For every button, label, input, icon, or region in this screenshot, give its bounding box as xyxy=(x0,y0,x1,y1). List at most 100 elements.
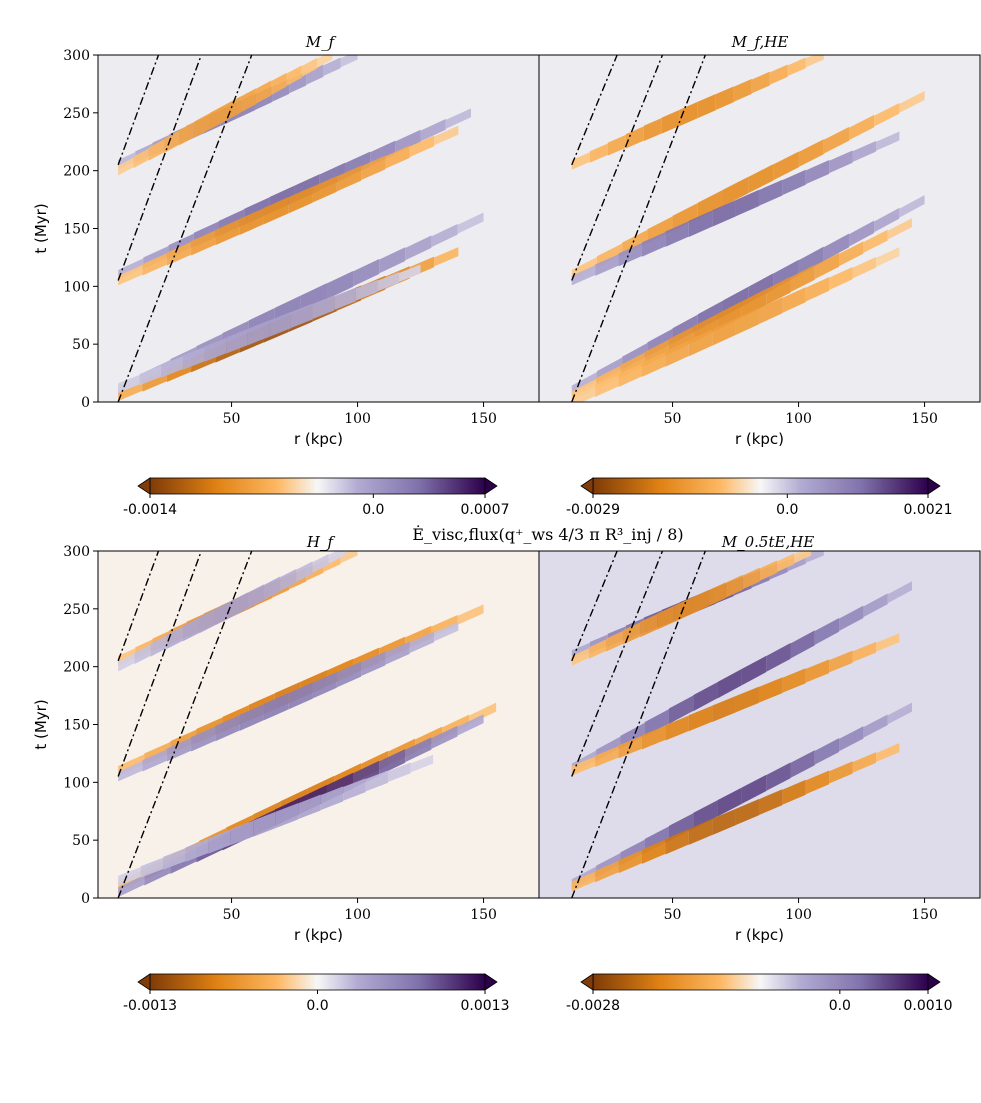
heatmap-band-segment xyxy=(697,189,723,219)
heatmap-field xyxy=(539,551,980,898)
heatmap-band-segment xyxy=(805,160,830,185)
heatmap-band-segment xyxy=(296,561,313,582)
heatmap-background xyxy=(539,551,980,898)
heatmap-band-segment xyxy=(829,650,853,673)
heatmap-band-segment xyxy=(863,229,888,253)
heatmap-band-segment xyxy=(240,88,256,113)
x-axis-label: r (kpc) xyxy=(735,926,784,944)
heatmap-band-segment xyxy=(735,798,759,826)
heatmap-panel-1: M_f 50 100 150 r (kpc) 0 50 100 150 200 250 300 t (M… xyxy=(32,33,540,448)
heatmap-band-segment xyxy=(665,340,689,367)
heatmap-band-segment xyxy=(887,702,912,725)
heatmap-band-segment xyxy=(805,659,830,683)
heatmap-band-segment xyxy=(874,102,900,127)
heatmap-band-segment xyxy=(118,760,143,782)
heatmap-band-segment xyxy=(361,651,386,677)
heatmap-band-segment xyxy=(758,297,783,324)
colorbar-tick-label: 0.0 xyxy=(829,998,851,1014)
heatmap-band-segment xyxy=(688,818,713,845)
heatmap-band-segment xyxy=(875,131,900,151)
heatmap-band-segment xyxy=(722,176,749,207)
guide-line xyxy=(117,551,160,662)
heatmap-band-segment xyxy=(377,272,399,292)
heatmap-band-segment xyxy=(379,247,406,274)
heatmap-band-segment xyxy=(118,874,145,898)
heatmap-band-segment xyxy=(139,365,162,386)
y-axis-label: t (Myr) xyxy=(32,203,50,253)
heatmap-band-segment xyxy=(712,200,736,227)
heatmap-band-segment xyxy=(759,560,777,581)
heatmap-band-segment xyxy=(899,195,925,218)
heatmap-band-segment xyxy=(434,247,459,267)
heatmap-band-segment xyxy=(571,648,589,666)
heatmap-band-segment xyxy=(571,265,596,286)
x-tick-label: 100 xyxy=(344,411,371,427)
colorbar-4: -0.0028 0.0 0.0010 xyxy=(566,973,953,1014)
heatmap-band-segment xyxy=(717,787,742,817)
y-tick-label: 200 xyxy=(63,164,90,180)
heatmap-band-segment xyxy=(290,303,313,328)
colorbar-extend-min xyxy=(580,973,594,991)
guide-line xyxy=(571,551,706,898)
heatmap-band-segment xyxy=(457,604,484,625)
x-tick-label: 150 xyxy=(470,907,497,923)
heatmap-band-segment xyxy=(142,749,167,772)
heatmap-band-segment xyxy=(166,737,192,762)
axes-frame xyxy=(538,550,981,899)
heatmap-band-segment xyxy=(742,567,760,590)
heatmap-band-segment xyxy=(741,288,767,318)
heatmap-band-segment xyxy=(142,253,167,276)
heatmap-band-segment xyxy=(379,748,406,776)
heatmap-band-segment xyxy=(140,857,164,878)
heatmap-band-segment xyxy=(595,746,619,767)
heatmap-panel-3: H_f 50 100 150 r (kpc) 0 50 100 150 200 250 300 t (M… xyxy=(32,533,540,944)
heatmap-band-segment xyxy=(320,786,344,811)
heatmap-band-segment xyxy=(665,715,689,741)
heatmap-band-segment xyxy=(340,55,358,68)
colorbar-tick-label: -0.0029 xyxy=(566,502,620,518)
heatmap-band-segment xyxy=(118,653,135,672)
heatmap-band-segment xyxy=(343,778,366,801)
heatmap-band-segment xyxy=(312,671,337,699)
heatmap-band-segment xyxy=(899,91,925,113)
heatmap-band-segment xyxy=(688,705,713,732)
heatmap-band-segment xyxy=(289,71,307,94)
y-tick-label: 150 xyxy=(63,718,90,734)
heatmap-band-segment xyxy=(298,794,321,820)
heatmap-band-segment xyxy=(852,641,876,663)
heatmap-band-segment xyxy=(823,233,849,262)
heatmap-band-segment xyxy=(697,93,716,119)
heatmap-band-segment xyxy=(688,210,713,237)
heatmap-band-segment xyxy=(255,80,272,104)
heatmap-band-segment xyxy=(798,246,824,276)
heatmap-band-segment xyxy=(398,264,421,282)
heatmap-band-segment xyxy=(269,311,291,337)
heatmap-band-segment xyxy=(182,346,205,370)
heatmap-band-segment xyxy=(641,725,666,750)
heatmap-band-segment xyxy=(434,621,459,642)
heatmap-band-segment xyxy=(766,276,791,305)
y-tick-label: 100 xyxy=(63,775,90,791)
colorbar-tick-label: 0.0 xyxy=(776,502,798,518)
heatmap-band-segment xyxy=(204,337,227,362)
heatmap-band-segment xyxy=(409,631,435,654)
x-tick-label: 100 xyxy=(785,411,812,427)
heatmap-band-segment xyxy=(164,130,180,154)
y-axis-label: t (Myr) xyxy=(32,699,50,749)
heatmap-band-segment xyxy=(239,208,264,235)
heatmap-band-segment xyxy=(875,247,900,267)
heatmap-band-segment xyxy=(852,257,876,279)
heatmap-band-segment xyxy=(691,589,709,615)
heatmap-band-segment xyxy=(805,770,830,795)
x-tick-label: 100 xyxy=(344,907,371,923)
heatmap-band-segment xyxy=(848,220,875,247)
heatmap-band-segment xyxy=(326,270,354,300)
heatmap-band-segment xyxy=(133,148,149,169)
heatmap-band-segment xyxy=(271,72,287,95)
colorbar-gradient xyxy=(149,477,486,495)
heatmap-band-segment xyxy=(735,189,759,217)
heatmap-band-segment xyxy=(618,243,642,267)
x-axis-label: r (kpc) xyxy=(294,926,343,944)
heatmap-band-segment xyxy=(693,800,718,829)
figure-suptitle: Ė_visc,flux(q⁺_ws 4/3 π R³_inj / 8) xyxy=(412,524,683,544)
